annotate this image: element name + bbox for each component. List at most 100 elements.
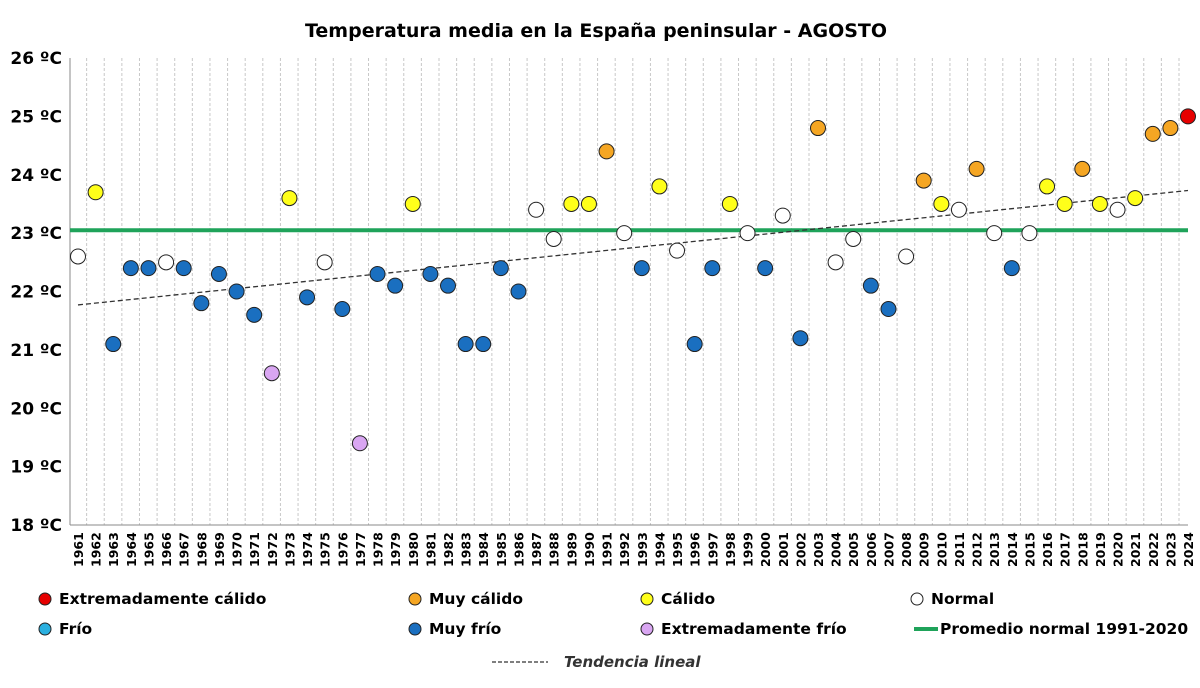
data-point-1998	[721, 195, 738, 212]
legend-swatch-calido	[640, 592, 654, 606]
legend-trend-label: Tendencia lineal	[564, 653, 701, 671]
legend-label: Extremadamente cálido	[59, 590, 266, 608]
data-point-1974	[299, 289, 316, 306]
legend-swatch-muy_frio	[408, 622, 422, 636]
data-points	[70, 108, 1196, 452]
data-point-1967	[175, 260, 192, 277]
x-tick-label: 1988	[547, 532, 562, 567]
x-tick-label: 1966	[159, 532, 174, 567]
x-tick-label: 2003	[811, 532, 826, 567]
data-point-2022	[1144, 125, 1161, 142]
data-point-1999	[739, 225, 756, 242]
x-tick-label: 1996	[688, 532, 703, 567]
data-point-1966	[158, 254, 175, 271]
y-tick-label: 19 ºC	[10, 458, 62, 478]
legend-swatch-ext_calido	[38, 592, 52, 606]
x-tick-label: 1981	[423, 532, 438, 567]
data-point-2023	[1162, 120, 1179, 137]
x-tick-label: 2014	[1005, 532, 1020, 567]
x-tick-label: 1967	[177, 532, 192, 567]
data-point-1983	[457, 336, 474, 353]
data-point-2024	[1180, 108, 1196, 125]
data-point-1977	[351, 435, 368, 452]
x-tick-label: 2022	[1146, 532, 1161, 567]
data-point-2012	[968, 160, 985, 177]
data-point-2014	[1003, 260, 1020, 277]
data-point-2017	[1056, 195, 1073, 212]
x-tick-label: 1965	[141, 532, 156, 567]
data-point-2019	[1091, 195, 1108, 212]
data-point-1981	[422, 265, 439, 282]
x-tick-label: 1994	[652, 532, 667, 567]
data-point-1985	[492, 260, 509, 277]
x-tick-label: 1984	[476, 532, 491, 567]
x-tick-label: 2007	[881, 532, 896, 567]
data-point-1997	[704, 260, 721, 277]
x-tick-label: 2002	[793, 532, 808, 567]
x-tick-label: 1968	[194, 532, 209, 567]
legend-swatch-frio	[38, 622, 52, 636]
data-point-2007	[880, 301, 897, 318]
data-point-2006	[862, 277, 879, 294]
x-tick-label: 1977	[353, 532, 368, 567]
x-tick-label: 2004	[829, 532, 844, 567]
x-tick-label: 2000	[758, 532, 773, 567]
grid-lines	[69, 58, 1188, 526]
data-point-2020	[1109, 201, 1126, 218]
data-point-1969	[210, 265, 227, 282]
data-point-2000	[757, 260, 774, 277]
x-tick-label: 2009	[917, 532, 932, 567]
x-tick-label: 1989	[564, 532, 579, 567]
legend-label: Muy cálido	[429, 590, 523, 608]
legend: Extremadamente cálido Muy cálido Cálido Nor…	[38, 590, 1188, 671]
x-tick-label: 2016	[1040, 532, 1055, 567]
x-tick-label: 1992	[617, 532, 632, 567]
data-point-2015	[1021, 225, 1038, 242]
legend-label: Cálido	[661, 590, 715, 608]
x-tick-label: 1962	[89, 532, 104, 567]
x-tick-label: 1970	[230, 532, 245, 567]
trend-line	[77, 189, 1189, 306]
x-tick-label: 2024	[1181, 532, 1196, 567]
legend-label: Frío	[59, 620, 92, 638]
data-point-1987	[528, 201, 545, 218]
data-point-1989	[563, 195, 580, 212]
x-tick-label: 2021	[1128, 532, 1143, 567]
data-point-2009	[915, 172, 932, 189]
data-point-2005	[845, 230, 862, 247]
data-point-1968	[193, 295, 210, 312]
x-tick-label: 1971	[247, 532, 262, 567]
x-tick-label: 1985	[494, 532, 509, 567]
y-axis-labels: 18 ºC 19 ºC 20 ºC 21 ºC 22 ºC 23 ºC 24 ºC 25 ºC…	[10, 49, 62, 536]
data-point-2003	[810, 120, 826, 137]
data-point-2010	[933, 195, 950, 212]
x-tick-label: 1976	[335, 532, 350, 567]
data-point-2018	[1074, 160, 1091, 177]
x-tick-label: 1980	[406, 532, 421, 567]
x-tick-label: 2023	[1163, 532, 1178, 567]
chart-title: Temperatura media en la España peninsula…	[305, 20, 887, 42]
x-tick-label: 1979	[388, 532, 403, 567]
data-point-1982	[440, 277, 456, 294]
x-axis-labels: 1961 1962 1963 1964 1965 1966 1967 1968 1969 1970…	[71, 532, 1196, 567]
x-tick-label: 1999	[741, 532, 756, 567]
x-tick-label: 1974	[300, 532, 315, 567]
x-tick-label: 1972	[265, 532, 280, 567]
data-point-1970	[228, 283, 245, 300]
x-tick-label: 1963	[106, 532, 121, 567]
legend-swatch-muy_calido	[408, 592, 422, 606]
x-tick-label: 1987	[529, 532, 544, 567]
data-point-1996	[686, 336, 703, 353]
data-point-1993	[633, 260, 650, 277]
x-tick-label: 1961	[71, 532, 86, 567]
data-point-1984	[475, 336, 492, 353]
data-point-1963	[105, 336, 122, 353]
x-tick-label: 2001	[776, 532, 791, 567]
legend-swatch-ext_frio	[640, 622, 654, 636]
data-point-1964	[122, 260, 139, 277]
x-tick-label: 2005	[846, 532, 861, 567]
x-tick-label: 2015	[1022, 532, 1037, 567]
y-tick-label: 22 ºC	[10, 283, 62, 303]
x-tick-label: 2008	[899, 532, 914, 567]
